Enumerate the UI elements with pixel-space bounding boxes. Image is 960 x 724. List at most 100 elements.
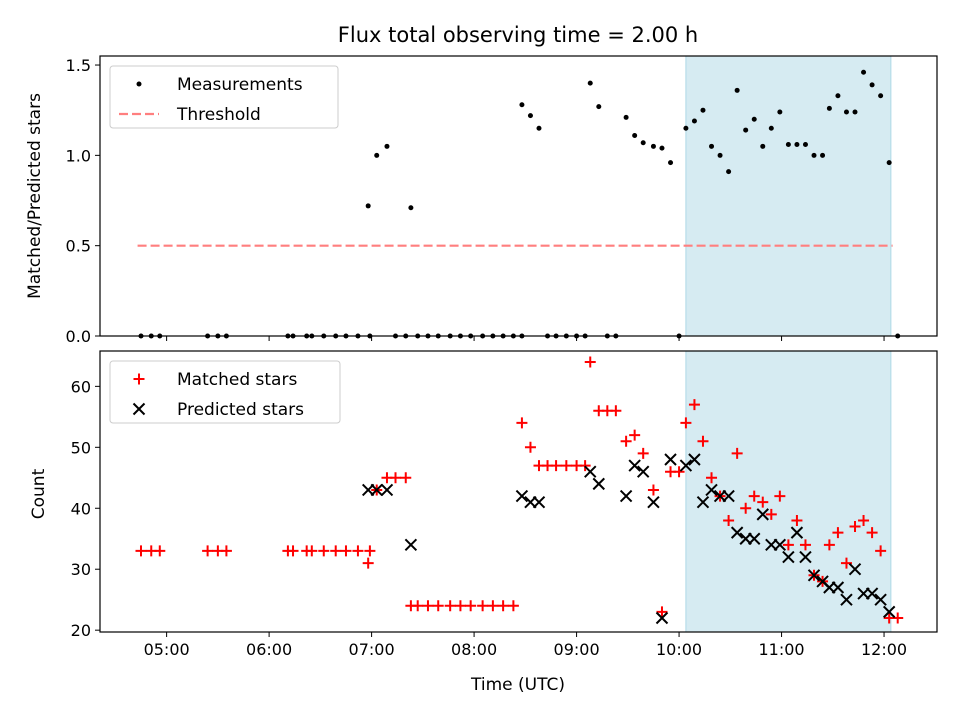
top-panel: 0.0 0.5 1.0 1.5 Matched/Predicted stars Mea… — [25, 55, 938, 346]
matched-stars-point — [620, 435, 632, 447]
matched-stars-point — [454, 600, 466, 612]
matched-stars-point — [220, 545, 232, 557]
predicted-stars-point — [647, 495, 660, 509]
matched-stars-point — [680, 417, 692, 429]
predicted-stars-point — [840, 593, 853, 606]
matched-stars-point — [757, 496, 769, 508]
matched-stars-legend-swatch — [133, 373, 145, 385]
measurements-point — [802, 142, 808, 148]
predicted-stars-point — [688, 453, 701, 466]
predicted-stars-legend-swatch — [132, 402, 146, 416]
measurements-point — [650, 143, 656, 149]
matched-stars-point — [477, 600, 489, 612]
predicted-stars-point — [799, 550, 812, 564]
matched-stars-point — [330, 545, 342, 557]
predicted-stars-point — [705, 483, 718, 497]
matched-stars-point — [688, 399, 700, 411]
predicted-stars-point — [655, 611, 669, 625]
measurements-point — [826, 105, 832, 111]
matched-stars-legend-label: Matched stars — [177, 370, 297, 390]
matched-stars-point — [647, 484, 659, 496]
x-tick-label: 05:00 — [144, 640, 190, 659]
measurements-point — [820, 152, 826, 158]
bottom-y-tick-label: 30 — [71, 560, 91, 579]
matched-stars-point — [765, 508, 777, 520]
measurements-point — [768, 125, 774, 131]
matched-stars-point — [748, 490, 760, 502]
measurements-point — [623, 114, 629, 120]
measurements-legend-swatch — [136, 81, 142, 87]
measurements-point — [632, 132, 638, 138]
top-legend-box — [109, 65, 339, 129]
measurements-point — [374, 152, 380, 158]
matched-stars-point — [287, 545, 299, 557]
matched-stars-point — [706, 472, 718, 484]
top-y-tick-label: 0.5 — [66, 237, 91, 256]
measurements-point — [835, 93, 841, 99]
matched-stars-point — [629, 429, 641, 441]
top-highlight-layer — [685, 55, 892, 337]
measurements-point — [683, 125, 689, 131]
matched-stars-point — [740, 502, 752, 514]
matched-stars-point — [465, 600, 477, 612]
predicted-stars-point — [380, 483, 394, 497]
measurements-point — [365, 203, 371, 209]
measurements-point — [596, 104, 602, 110]
measurements-point — [734, 87, 740, 93]
measurements-point — [777, 109, 783, 115]
matched-stars-point — [866, 527, 878, 539]
predicted-stars-point — [807, 569, 821, 582]
matched-stars-point — [202, 545, 214, 557]
predicted-stars-point — [584, 465, 597, 478]
predicted-stars-point — [636, 465, 650, 478]
measurements-point — [743, 127, 749, 133]
matched-stars-point — [799, 539, 811, 551]
predicted-stars-point — [696, 495, 710, 509]
matched-stars-point — [497, 600, 509, 612]
bottom-y-tick-label: 50 — [71, 438, 91, 457]
top-y-axis-label: Matched/Predicted stars — [25, 93, 45, 299]
x-tick-label: 07:00 — [349, 640, 395, 659]
measurements-point — [717, 152, 723, 158]
matched-stars-point — [858, 514, 870, 526]
measurements-point — [527, 113, 533, 119]
top-ticks: 0.0 0.5 1.0 1.5 — [66, 56, 885, 346]
measurements-point — [794, 142, 800, 148]
top-highlight-span — [685, 55, 892, 337]
matched-stars-point — [507, 600, 519, 612]
bottom-y-tick-label: 20 — [71, 621, 91, 640]
matched-stars-point — [306, 545, 318, 557]
predicted-stars-point — [782, 550, 795, 564]
top-y-tick-label: 0.0 — [66, 327, 91, 346]
predicted-stars-point — [748, 532, 761, 545]
measurements-point — [760, 143, 766, 149]
measurements-point — [536, 125, 542, 131]
matched-stars-point — [422, 600, 434, 612]
matched-stars-point — [444, 600, 456, 612]
threshold-legend-label: Threshold — [176, 105, 261, 125]
matched-stars-point — [550, 460, 562, 472]
x-tick-label: 11:00 — [759, 640, 805, 659]
measurements-point — [869, 82, 875, 88]
matched-stars-point — [823, 539, 835, 551]
predicted-stars-point — [592, 477, 605, 491]
matched-stars-point — [791, 514, 803, 526]
chart-title: Flux total observing time = 2.00 h — [338, 23, 698, 47]
predicted-stars-point — [404, 538, 418, 552]
matched-stars-point — [875, 545, 887, 557]
predicted-stars-point — [532, 495, 546, 509]
measurements-point — [668, 160, 674, 166]
predicted-stars-point — [619, 489, 633, 503]
predicted-stars-point — [628, 459, 641, 472]
matched-stars-point — [135, 545, 147, 557]
predicted-stars-point — [790, 526, 804, 539]
matched-stars-point — [432, 600, 444, 612]
measurements-point — [640, 140, 646, 146]
bottom-legend: Matched stars Predicted stars — [109, 360, 341, 424]
measurements-point — [691, 118, 697, 124]
top-series-layer — [137, 69, 901, 339]
matched-stars-point — [610, 405, 622, 417]
predicted-stars-point — [773, 538, 787, 552]
measurements-point — [384, 143, 390, 149]
matched-stars-point — [697, 435, 709, 447]
